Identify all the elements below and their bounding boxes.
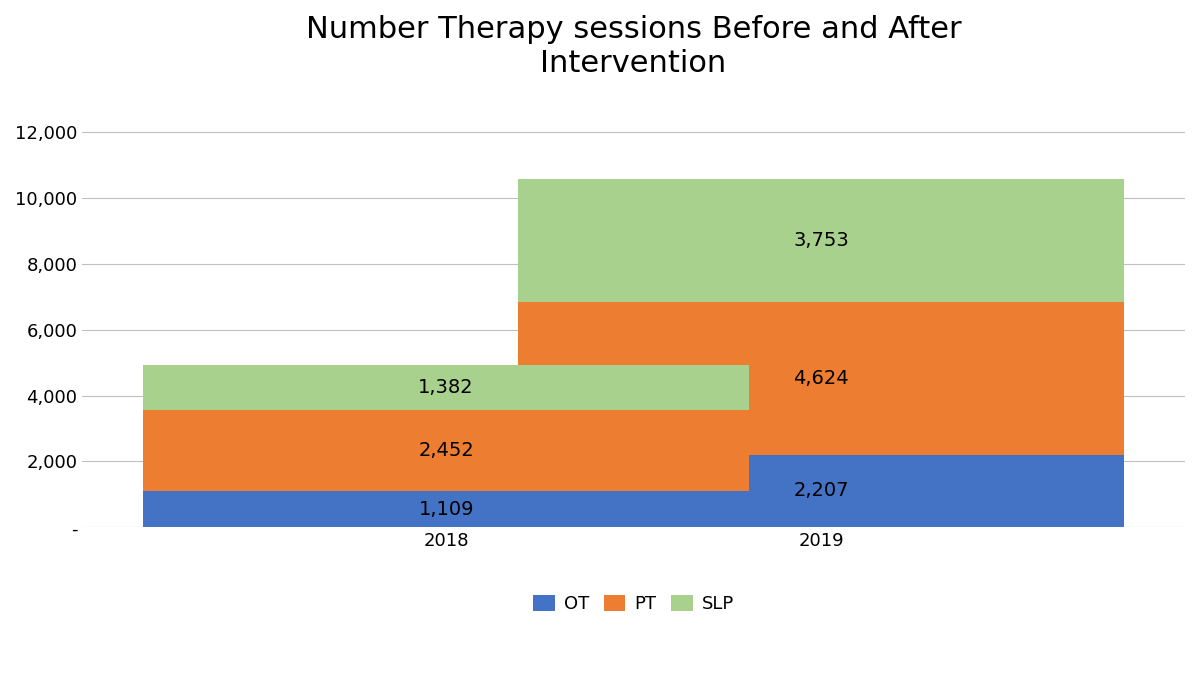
Bar xyxy=(143,410,750,491)
Title: Number Therapy sessions Before and After
Intervention: Number Therapy sessions Before and After… xyxy=(306,15,961,78)
Text: 2,207: 2,207 xyxy=(793,481,848,501)
Legend: OT, PT, SLP: OT, PT, SLP xyxy=(526,588,742,620)
Text: 4,624: 4,624 xyxy=(793,369,848,388)
Text: 2,452: 2,452 xyxy=(419,441,474,460)
Bar xyxy=(143,491,750,527)
Bar xyxy=(143,364,750,410)
Text: 1,109: 1,109 xyxy=(419,500,474,518)
Bar xyxy=(518,455,1124,527)
Bar xyxy=(518,179,1124,302)
Bar xyxy=(518,302,1124,455)
Text: 3,753: 3,753 xyxy=(793,231,848,250)
Text: 1,382: 1,382 xyxy=(419,378,474,397)
